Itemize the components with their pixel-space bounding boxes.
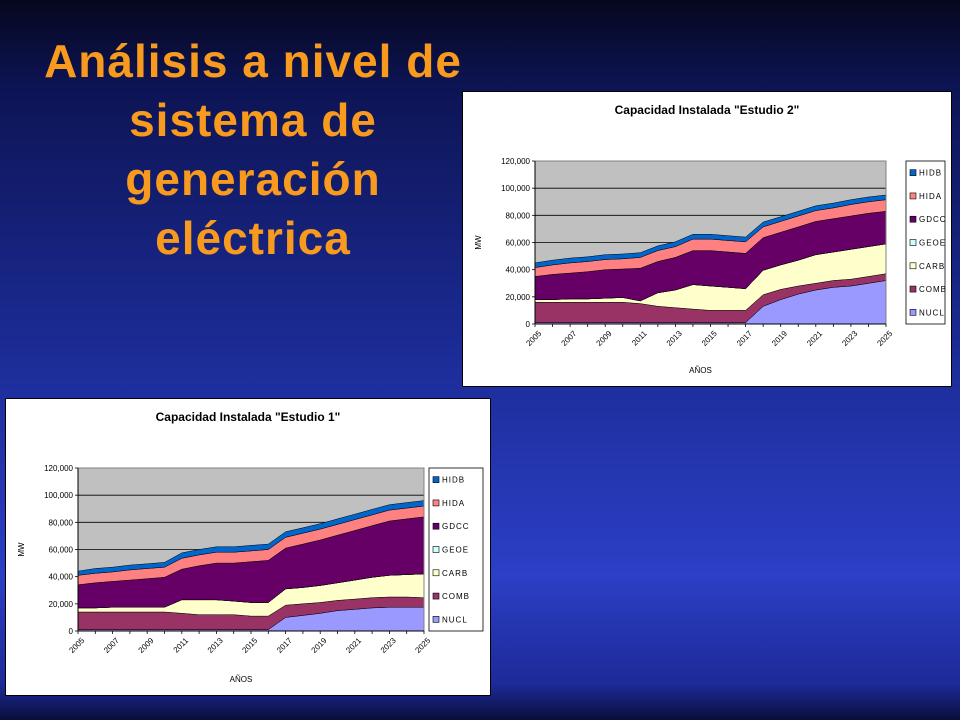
x-tick-label: 2007 [560,329,579,348]
legend-label-gdcc: GDCC [919,215,947,224]
legend-swatch-hida [432,499,440,507]
y-tick-label: 0 [526,320,531,329]
legend-swatch-geoe [909,239,917,246]
legend-swatch-hidb [909,169,917,176]
legend-swatch-hida [909,192,917,200]
chart-panel-estudio-2: Capacidad Instalada "Estudio 2" 0 20,000 40… [462,91,952,387]
legend-label-hida: HIDA [919,192,942,201]
legend-swatch-comb [909,285,917,293]
x-tick-label: 2017 [275,636,294,655]
x-tick-label: 2005 [67,636,86,655]
legend-label-comb: COMB [919,285,947,294]
legend-label-hidb: HIDB [442,476,465,485]
x-tick-label: 2023 [379,636,398,655]
legend-swatch-carb [909,262,917,270]
y-tick-label: 60,000 [506,239,531,248]
y-tick-label: 20,000 [49,600,74,609]
x-tick-label: 2019 [310,636,329,655]
x-axis-label: AÑOS [689,366,712,375]
legend-swatch-gdcc [432,522,440,530]
x-tick-label: 2011 [172,636,191,655]
legend-label-nucl: NUCL [442,615,468,624]
legend-swatch-nucl [909,309,917,316]
legend-label-geoe: GEOE [442,546,469,555]
legend-swatch-comb [432,592,440,600]
y-tick-label: 100,000 [501,184,530,193]
legend-label-gdcc: GDCC [442,522,470,531]
slide-title-line-4: eléctrica [155,212,351,264]
y-tick-label: 80,000 [49,518,74,527]
chart-title: Capacidad Instalada "Estudio 2" [615,103,800,117]
x-tick-label: 2009 [595,329,614,348]
legend-label-carb: CARB [919,262,945,271]
chart-estudio-1: Capacidad Instalada "Estudio 1" 0 20,000 40… [17,410,484,684]
x-tick-label: 2023 [840,329,859,348]
y-tick-label: 80,000 [506,211,531,220]
legend-label-geoe: GEOE [919,239,946,248]
x-tick-label: 2005 [524,329,543,348]
chart-estudio-2: Capacidad Instalada "Estudio 2" 0 20,000 40… [474,103,947,375]
slide-title-line-2: sistema de [129,94,377,146]
y-tick-label: 0 [69,627,74,636]
y-tick-label: 60,000 [49,546,74,555]
y-axis-label: MW [17,542,26,557]
y-tick-label: 120,000 [501,157,530,166]
slide-title: Análisis a nivel de sistema de generació… [18,32,488,268]
slide-title-line-1: Análisis a nivel de [44,35,462,87]
legend-label-carb: CARB [442,569,468,578]
y-tick-label: 20,000 [506,293,531,302]
x-axis-label: AÑOS [230,675,253,684]
x-tick-label: 2011 [630,329,649,348]
x-tick-label: 2025 [413,636,432,655]
chart-title: Capacidad Instalada "Estudio 1" [156,410,341,424]
x-tick-label: 2017 [735,329,754,348]
legend-swatch-nucl [432,616,440,623]
x-tick-label: 2015 [700,329,719,348]
x-tick-label: 2025 [875,329,894,348]
x-tick-label: 2021 [805,329,824,348]
y-tick-label: 120,000 [44,464,73,473]
legend-swatch-gdcc [909,215,917,223]
legend-label-hidb: HIDB [919,169,942,178]
x-tick-label: 2009 [137,636,156,655]
x-tick-label: 2015 [240,636,259,655]
legend-label-nucl: NUCL [919,308,945,317]
legend-label-comb: COMB [442,592,470,601]
y-axis-label: MW [474,235,483,250]
chart-panel-estudio-1: Capacidad Instalada "Estudio 1" 0 20,000 40… [5,398,491,696]
x-tick-label: 2007 [102,636,121,655]
x-tick-label: 2019 [770,329,789,348]
slide-title-line-3: generación [125,153,381,205]
y-tick-label: 40,000 [506,266,531,275]
legend-swatch-geoe [432,546,440,553]
legend-swatch-hidb [432,476,440,483]
x-tick-label: 2013 [206,636,225,655]
x-tick-label: 2013 [665,329,684,348]
x-tick-label: 2021 [344,636,363,655]
legend-swatch-carb [432,569,440,577]
legend-label-hida: HIDA [442,499,465,508]
y-tick-label: 40,000 [49,573,74,582]
y-tick-label: 100,000 [44,491,73,500]
